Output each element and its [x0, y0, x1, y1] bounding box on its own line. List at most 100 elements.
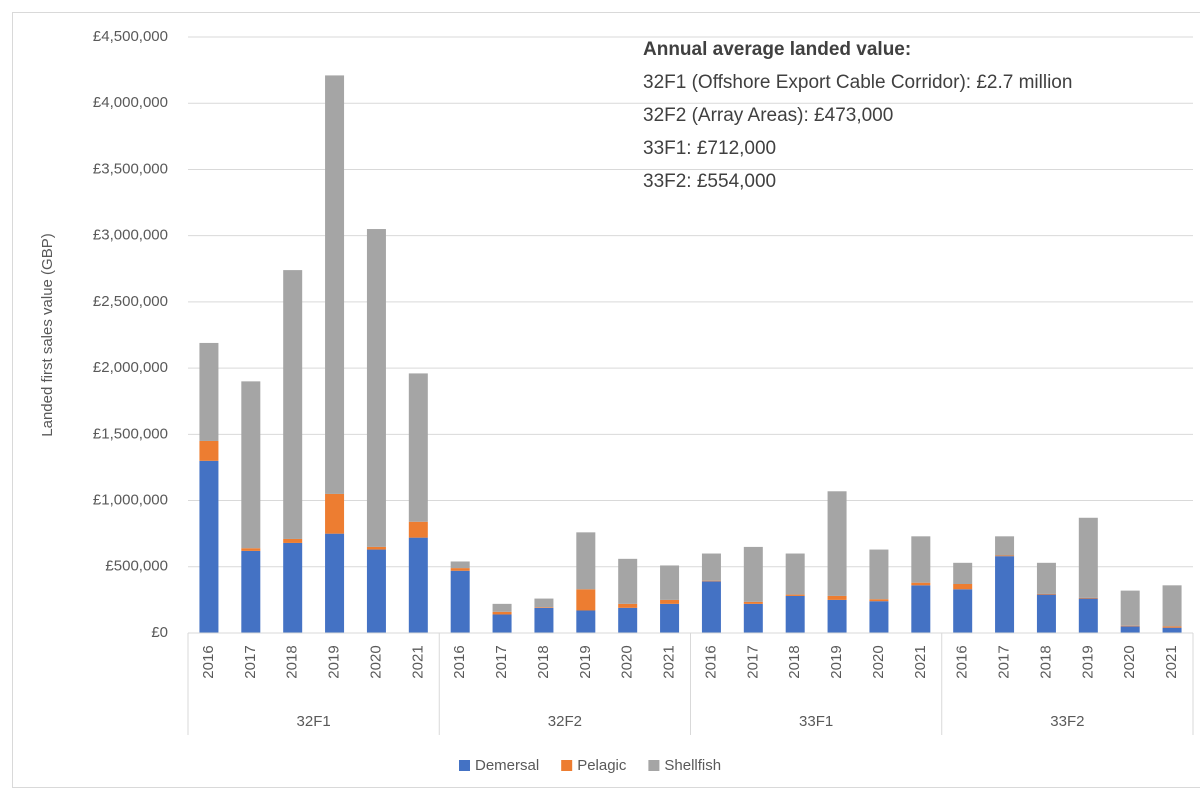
bar-segment — [785, 594, 805, 596]
chart-border — [12, 12, 1200, 788]
y-tick-label: £0 — [151, 624, 168, 641]
x-tick-label: 2016 — [200, 645, 217, 678]
bar-segment — [953, 562, 973, 584]
x-tick-label: 2017 — [242, 645, 259, 678]
bar-segment — [743, 601, 763, 604]
bar-segment — [492, 614, 512, 633]
group-label: 33F1 — [799, 713, 833, 730]
legend-swatch — [648, 760, 660, 771]
bar-segment — [534, 607, 554, 633]
bar-segment — [283, 270, 303, 539]
x-tick-label: 2021 — [912, 645, 929, 678]
bar-segment — [199, 440, 219, 461]
legend-label: Pelagic — [577, 757, 627, 774]
bar-segment — [953, 589, 973, 633]
bar-segment — [869, 599, 889, 602]
bar-segment — [408, 537, 428, 633]
bar-segment — [1162, 585, 1182, 627]
x-tick-label: 2019 — [326, 645, 343, 678]
bar-segment — [660, 603, 680, 633]
bar-segment — [1036, 593, 1056, 595]
bar-segment — [199, 460, 219, 633]
group-label: 32F2 — [548, 713, 582, 730]
x-tick-label: 2018 — [535, 645, 552, 678]
legend-label: Demersal — [475, 757, 539, 774]
bar-segment — [408, 373, 428, 522]
bar-segment — [576, 532, 596, 590]
bar-segment — [618, 558, 638, 604]
bar-segment — [534, 598, 554, 608]
bar-segment — [1078, 517, 1098, 598]
bar-segment — [1078, 598, 1098, 633]
annotation-title: Annual average landed value: — [643, 39, 911, 60]
bar-segment — [366, 549, 386, 633]
y-axis-label: Landed first sales value (GBP) — [39, 233, 56, 436]
bar-segment — [660, 599, 680, 604]
bar-segment — [785, 595, 805, 633]
bar-segment — [1162, 627, 1182, 633]
x-tick-label: 2021 — [1163, 645, 1180, 678]
x-tick-label: 2020 — [1121, 645, 1138, 678]
bar-segment — [911, 536, 931, 583]
x-tick-label: 2021 — [409, 645, 426, 678]
legend-swatch — [459, 760, 470, 771]
bar-segment — [869, 601, 889, 633]
bar-segment — [199, 342, 219, 441]
y-tick-label: £4,000,000 — [93, 94, 168, 111]
bar-segment — [576, 610, 596, 633]
legend-swatch — [561, 760, 573, 771]
bar-segment — [1120, 590, 1140, 626]
x-tick-label: 2019 — [828, 645, 845, 678]
bar-segment — [1120, 625, 1140, 627]
bar-segment — [325, 75, 345, 494]
bar-segment — [241, 548, 261, 551]
x-tick-label: 2020 — [367, 645, 384, 678]
bar-segment — [283, 538, 303, 543]
bar-segment — [827, 491, 847, 596]
bar-segment — [869, 549, 889, 600]
legend-label: Shellfish — [664, 757, 721, 774]
bar-segment — [701, 581, 721, 633]
bar-segment — [1162, 626, 1182, 628]
x-tick-label: 2016 — [954, 645, 971, 678]
x-tick-label: 2019 — [1079, 645, 1096, 678]
bar-segment — [1078, 597, 1098, 599]
y-tick-label: £2,000,000 — [93, 359, 168, 376]
bar-segment — [995, 556, 1015, 633]
x-tick-label: 2019 — [577, 645, 594, 678]
bar-segment — [366, 546, 386, 550]
bar-segment — [450, 570, 470, 633]
bar-segment — [995, 536, 1015, 556]
bar-segment — [995, 555, 1015, 557]
bar-segment — [576, 589, 596, 611]
y-tick-label: £1,000,000 — [93, 492, 168, 509]
x-tick-label: 2020 — [619, 645, 636, 678]
bar-segment — [660, 565, 680, 600]
x-tick-label: 2016 — [451, 645, 468, 678]
bar-segment — [1120, 626, 1140, 633]
bar-segment — [492, 611, 512, 615]
x-tick-label: 2020 — [870, 645, 887, 678]
bar-segment — [701, 553, 721, 581]
bar-segment — [534, 607, 554, 608]
bar-segment — [450, 561, 470, 569]
bar-segment — [618, 607, 638, 633]
bar-segment — [241, 381, 261, 549]
bar-segment — [743, 603, 763, 633]
bar-segment — [450, 568, 470, 571]
x-tick-label: 2018 — [786, 645, 803, 678]
x-tick-label: 2021 — [661, 645, 678, 678]
bar-segment — [325, 533, 345, 633]
group-label: 33F2 — [1050, 713, 1084, 730]
x-tick-label: 2017 — [493, 645, 510, 678]
bar-segment — [911, 585, 931, 633]
x-tick-label: 2017 — [996, 645, 1013, 678]
bar-segment — [1036, 594, 1056, 633]
annotation-line: 33F1: £712,000 — [643, 138, 776, 159]
y-tick-label: £500,000 — [105, 558, 168, 575]
x-tick-label: 2018 — [1037, 645, 1054, 678]
bar-segment — [1036, 562, 1056, 594]
bar-segment — [827, 599, 847, 633]
bar-segment — [366, 229, 386, 547]
